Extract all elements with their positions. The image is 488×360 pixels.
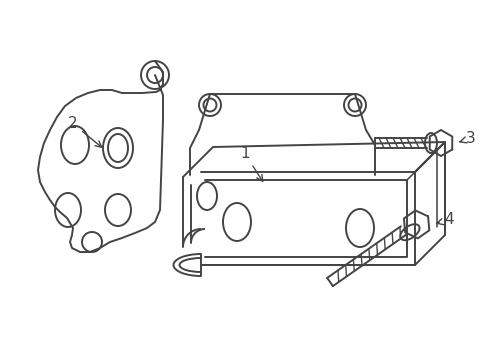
- Text: 1: 1: [240, 146, 262, 181]
- Text: 2: 2: [68, 116, 102, 147]
- Text: 3: 3: [459, 131, 475, 146]
- Text: 4: 4: [436, 212, 453, 228]
